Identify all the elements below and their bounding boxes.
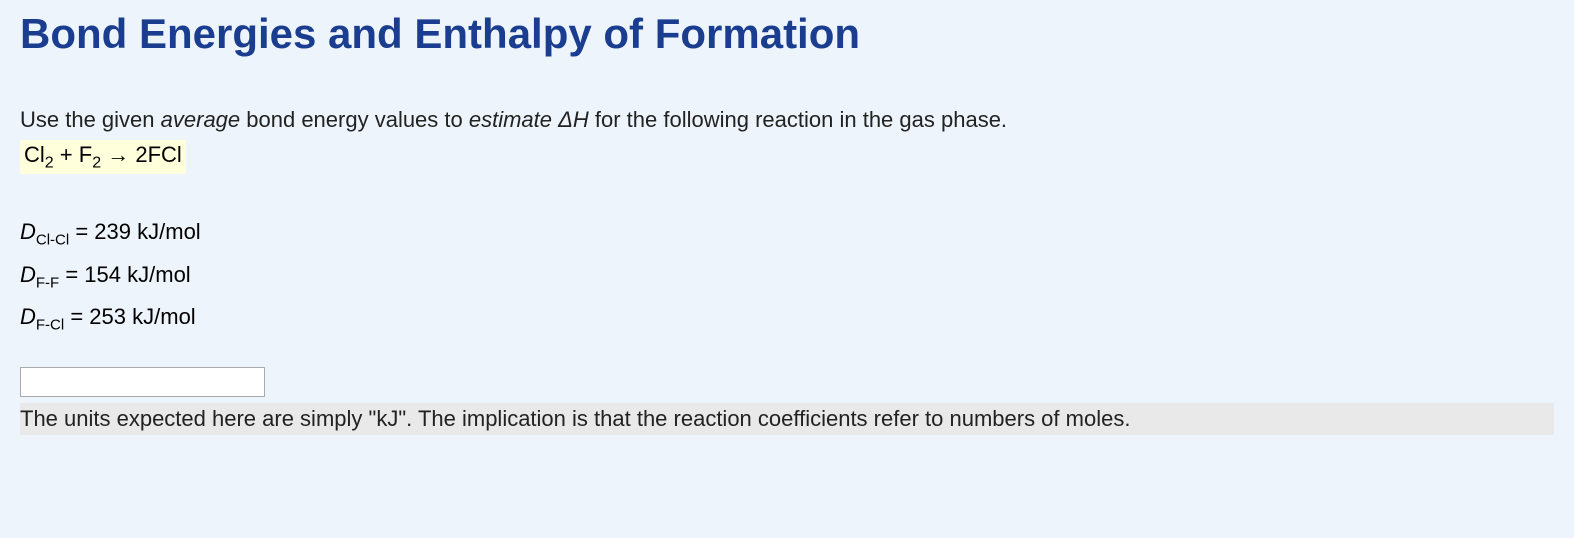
bond-energy-list: DCl-Cl = 239 kJ/mol DF-F = 154 kJ/mol DF… bbox=[20, 212, 1554, 338]
bond-val-2: 154 bbox=[84, 262, 121, 287]
equals-3: = bbox=[64, 304, 89, 329]
bond-unit-2: kJ/mol bbox=[121, 262, 191, 287]
bond-row-1: DCl-Cl = 239 kJ/mol bbox=[20, 212, 1554, 254]
bond-row-3: DF-Cl = 253 kJ/mol bbox=[20, 297, 1554, 339]
reactant1-sub: 2 bbox=[45, 154, 54, 171]
instruction-suffix: for the following reaction in the gas ph… bbox=[589, 107, 1007, 132]
plus-sign: + bbox=[54, 142, 79, 167]
product: 2FCl bbox=[135, 142, 181, 167]
reactant2-base: F bbox=[79, 142, 92, 167]
answer-input[interactable] bbox=[20, 367, 265, 397]
bond-val-3: 253 bbox=[89, 304, 126, 329]
bond-sub-3: F-Cl bbox=[36, 316, 64, 333]
instruction-mid1: bond energy values to bbox=[240, 107, 469, 132]
bond-val-1: 239 bbox=[94, 219, 131, 244]
instruction-prefix: Use the given bbox=[20, 107, 161, 132]
d-symbol-2: D bbox=[20, 262, 36, 287]
instruction-em1: average bbox=[161, 107, 241, 132]
d-symbol-1: D bbox=[20, 219, 36, 244]
hint-text: The units expected here are simply "kJ".… bbox=[20, 403, 1554, 435]
bond-unit-1: kJ/mol bbox=[131, 219, 201, 244]
instruction-em2: estimate ΔH bbox=[469, 107, 589, 132]
bond-sub-2: F-F bbox=[36, 274, 59, 291]
bond-unit-3: kJ/mol bbox=[126, 304, 196, 329]
page-title: Bond Energies and Enthalpy of Formation bbox=[20, 10, 1554, 58]
reactant2-sub: 2 bbox=[92, 154, 101, 171]
instruction-text: Use the given average bond energy values… bbox=[20, 103, 1554, 136]
reactant1-base: Cl bbox=[24, 142, 45, 167]
equals-1: = bbox=[69, 219, 94, 244]
d-symbol-3: D bbox=[20, 304, 36, 329]
equals-2: = bbox=[59, 262, 84, 287]
reaction-equation: Cl2 + F2 → 2FCl bbox=[20, 140, 186, 174]
bond-row-2: DF-F = 154 kJ/mol bbox=[20, 255, 1554, 297]
arrow-icon: → bbox=[101, 142, 135, 167]
bond-sub-1: Cl-Cl bbox=[36, 232, 69, 249]
